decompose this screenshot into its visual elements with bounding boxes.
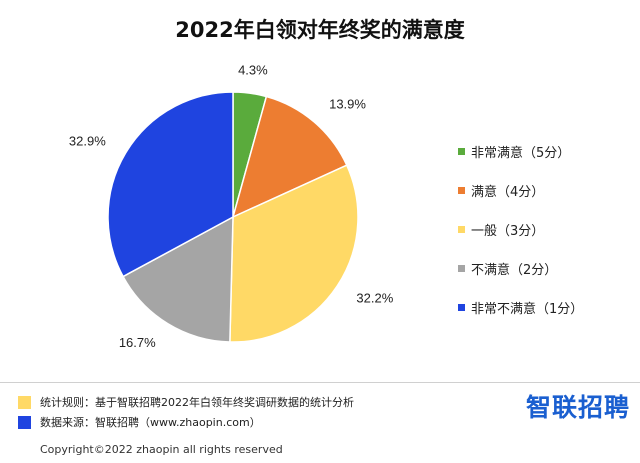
legend-swatch — [458, 264, 465, 272]
pie-slice — [122, 215, 234, 343]
pie-value-label: 32.2% — [356, 291, 393, 306]
legend-label: 不满意（2分） — [471, 262, 558, 278]
footer-rule-row: 统计规则：基于智联招聘2022年白领年终奖调研数据的统计分析 — [18, 394, 354, 410]
chart-title: 2022年白领对年终奖的满意度 — [175, 18, 465, 42]
legend-label: 满意（4分） — [471, 184, 545, 200]
source-swatch — [18, 415, 31, 429]
pie-slice — [229, 164, 359, 343]
pie-slices — [107, 91, 359, 343]
pie-chart: 4.3% 13.9% 32.2% 16.7% 32.9% — [69, 62, 394, 350]
zhaopin-logo: 智联招聘 — [525, 393, 630, 422]
pie-value-label: 13.9% — [329, 97, 366, 112]
statistics-rule-text: 统计规则：基于智联招聘2022年白领年终奖调研数据的统计分析 — [40, 396, 354, 409]
legend-label: 非常满意（5分） — [471, 145, 571, 161]
legend-item: 不满意（2分） — [458, 258, 583, 278]
data-source-text: 数据来源：智联招聘（www.zhaopin.com） — [40, 416, 261, 429]
copyright-text: Copyright©2022 zhaopin all rights reserv… — [40, 443, 283, 456]
legend-label: 一般（3分） — [471, 223, 545, 239]
legend-swatch — [458, 303, 465, 311]
pie-slice — [231, 95, 348, 219]
legend-item: 一般（3分） — [458, 219, 583, 239]
rule-swatch — [18, 395, 31, 409]
footer-source-row: 数据来源：智联招聘（www.zhaopin.com） — [18, 414, 261, 430]
legend-item: 非常满意（5分） — [458, 141, 583, 161]
legend-item: 满意（4分） — [458, 180, 583, 200]
legend-swatch — [458, 225, 465, 233]
pie-value-labels: 4.3% 13.9% 32.2% 16.7% 32.9% — [69, 62, 394, 350]
legend-item: 非常不满意（1分） — [458, 297, 583, 317]
pie-value-label: 16.7% — [119, 335, 156, 350]
pie-slice — [107, 91, 234, 278]
pie-value-label: 4.3% — [238, 62, 268, 77]
pie-value-label: 32.9% — [69, 133, 106, 148]
legend-swatch — [458, 186, 465, 194]
legend-swatch — [458, 147, 465, 155]
footer-divider — [0, 382, 640, 383]
legend-label: 非常不满意（1分） — [471, 301, 584, 317]
legend: 非常满意（5分） 满意（4分） 一般（3分） 不满意（2分） 非常不满意（1分） — [458, 141, 583, 336]
